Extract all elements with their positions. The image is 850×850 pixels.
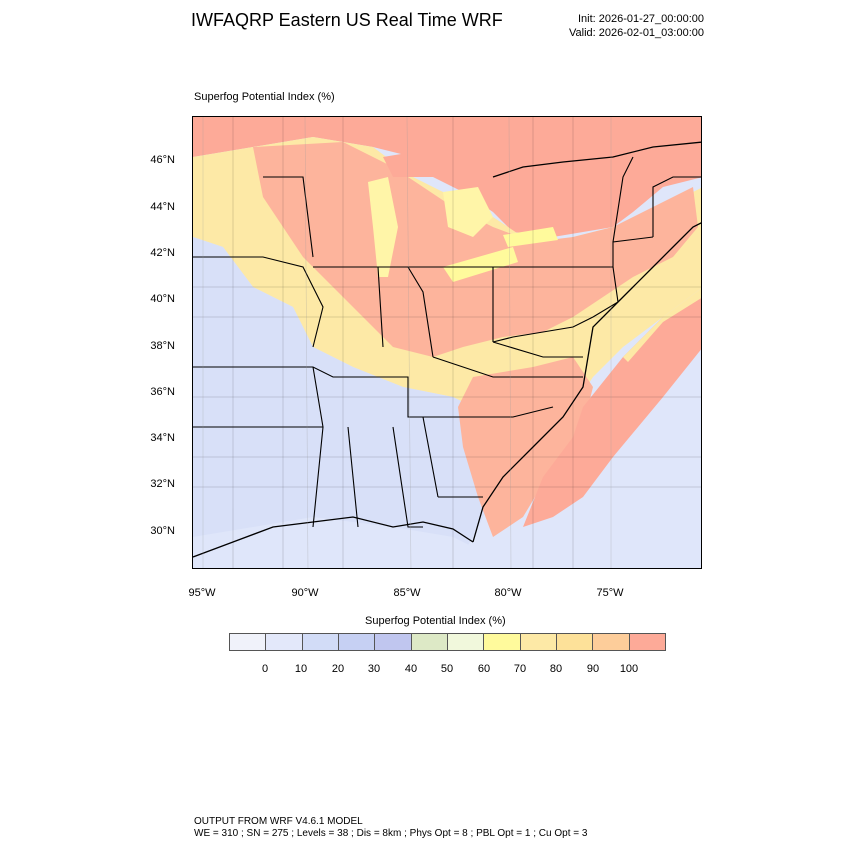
graticule [202,117,612,568]
map-svg [193,117,701,568]
colorbar [229,633,666,651]
atlantic-high [523,298,701,527]
colorbar-label: 40 [404,663,418,675]
county-lines [193,117,701,568]
colorbar-box [556,634,594,650]
colorbar-box [266,634,303,650]
colorbar-label: 90 [586,663,600,675]
lat-label-40: 40°N [150,293,175,305]
valid-time: Valid: 2026-02-01_03:00:00 [569,27,704,39]
colorbar-box [411,634,448,650]
colorbar-box [230,634,267,650]
field-title: Superfog Potential Index (%) [194,91,335,103]
colorbar-label: 80 [549,663,563,675]
map-panel [192,116,702,569]
lat-label-36: 36°N [150,386,175,398]
lat-label-42: 42°N [150,247,175,259]
salmon-region [253,142,698,357]
lat-label-32: 32°N [150,478,175,490]
colorbar-box [338,634,376,650]
lon-label-75: 75°W [596,587,624,599]
footer-config: WE = 310 ; SN = 275 ; Levels = 38 ; Dis … [194,828,588,839]
lat-label-38: 38°N [150,340,175,352]
colorbar-box [447,634,485,650]
lat-label-30: 30°N [150,525,175,537]
lake-huron [443,187,493,237]
lake-superior [383,147,493,177]
lon-label-85: 85°W [393,587,421,599]
canada-region [193,117,701,237]
footer-model: OUTPUT FROM WRF V4.6.1 MODEL [194,816,363,827]
colorbar-box [484,634,521,650]
colorbar-label: 0 [261,663,269,675]
lon-label-95: 95°W [188,587,216,599]
colorbar-label: 20 [331,663,345,675]
lake-erie [443,247,518,282]
southeast-low [193,237,513,568]
colorbar-label: 30 [367,663,381,675]
lat-label-34: 34°N [150,432,175,444]
colorbar-label: 10 [294,663,308,675]
init-time: Init: 2026-01-27_00:00:00 [578,13,704,25]
gulf-of-mexico [193,517,473,568]
colorbar-label: 100 [619,663,639,675]
main-title: IWFAQRP Eastern US Real Time WRF [191,10,503,30]
colorbar-box [593,634,630,650]
atlantic-fringe [623,288,701,362]
lat-label-46: 46°N [150,154,175,166]
colorbar-box [629,634,665,650]
colorbar-label: 70 [513,663,527,675]
carolinas-region [458,357,593,537]
lake-michigan [368,177,398,277]
colorbar-label: 60 [477,663,491,675]
lon-label-90: 90°W [291,587,319,599]
state-borders [193,156,701,528]
colorbar-box [375,634,412,650]
colorbar-label: 50 [440,663,454,675]
lon-label-80: 80°W [494,587,522,599]
colorbar-box [302,634,339,650]
lake-ontario [503,227,558,247]
coastline [193,141,701,558]
colorbar-title: Superfog Potential Index (%) [365,615,506,627]
lat-label-44: 44°N [150,201,175,213]
colorbar-box [520,634,557,650]
